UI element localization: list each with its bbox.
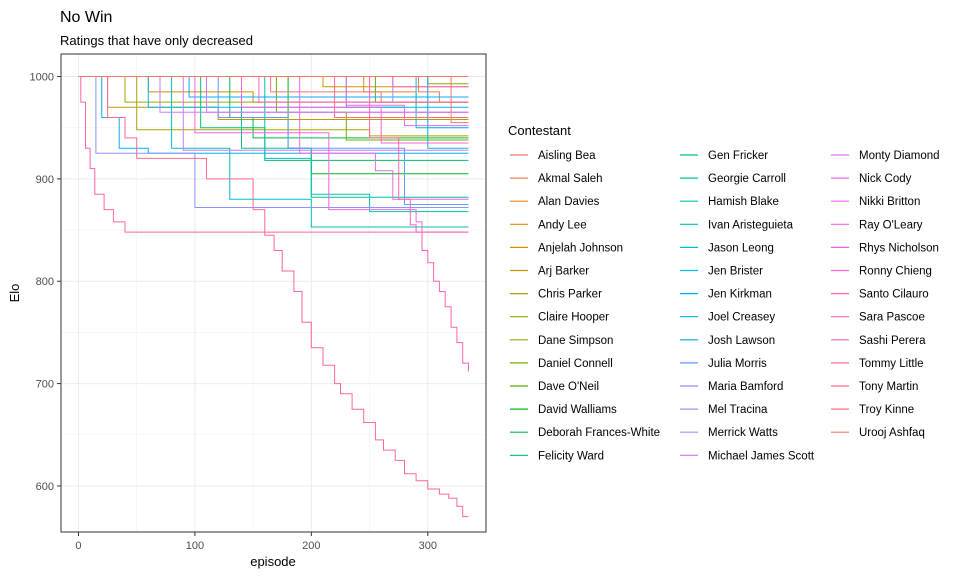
- y-axis: 600 700 800 900 1000: [30, 72, 61, 493]
- chart-subtitle: Ratings that have only decreased: [60, 33, 253, 48]
- series-line: [78, 76, 469, 228]
- x-axis: 0 100 200 300: [75, 532, 437, 552]
- legend-label: Gen Fricker: [708, 150, 768, 162]
- legend-label: Mel Tracina: [708, 404, 768, 416]
- legend-label: Chris Parker: [538, 289, 602, 301]
- legend-label: David Walliams: [538, 404, 617, 416]
- x-tick-label: 100: [186, 540, 204, 552]
- plot-border: [60, 53, 487, 533]
- legend-label: Georgie Carroll: [708, 173, 786, 185]
- series-line: [78, 76, 469, 213]
- y-tick-label: 800: [36, 276, 54, 288]
- legend-label: Nikki Britton: [859, 196, 920, 208]
- legend-label: Julia Morris: [708, 358, 767, 370]
- series-line: [78, 76, 469, 372]
- legend-label: Jason Leong: [708, 242, 774, 254]
- legend-label: Michael James Scott: [708, 450, 815, 462]
- legend-label: Nick Cody: [859, 173, 912, 185]
- legend-label: Troy Kinne: [859, 404, 914, 416]
- legend-label: Maria Bamford: [708, 381, 783, 393]
- series-lines: [78, 76, 469, 518]
- legend-title: Contestant: [508, 123, 571, 138]
- series-line: [78, 76, 469, 233]
- y-tick-label: 600: [36, 481, 54, 493]
- series-line: [78, 76, 469, 233]
- legend-label: Sara Pascoe: [859, 312, 925, 324]
- legend-label: Ronny Chieng: [859, 266, 932, 278]
- plot-panel: [61, 54, 486, 532]
- x-tick-label: 300: [419, 540, 437, 552]
- legend-label: Akmal Saleh: [538, 173, 603, 185]
- series-line: [78, 76, 469, 518]
- legend-label: Aisling Bea: [538, 150, 596, 162]
- series-line: [78, 76, 469, 124]
- legend-label: Josh Lawson: [708, 335, 775, 347]
- legend-label: Felicity Ward: [538, 450, 604, 462]
- legend-label: Urooj Ashfaq: [859, 427, 925, 439]
- y-tick-label: 1000: [30, 72, 54, 84]
- legend-label: Daniel Connell: [538, 358, 613, 370]
- legend-label: Ivan Aristeguieta: [708, 219, 794, 231]
- y-tick-label: 700: [36, 379, 54, 391]
- series-line: [78, 76, 469, 200]
- legend-label: Anjelah Johnson: [538, 242, 623, 254]
- y-tick-label: 900: [36, 174, 54, 186]
- legend-label: Claire Hooper: [538, 312, 609, 324]
- chart-title: No Win: [60, 9, 112, 26]
- x-axis-title: episode: [250, 554, 296, 569]
- legend-label: Tommy Little: [859, 358, 924, 370]
- legend-label: Andy Lee: [538, 219, 587, 231]
- legend-label: Tony Martin: [859, 381, 918, 393]
- legend-label: Ray O'Leary: [859, 219, 923, 231]
- legend-label: Rhys Nicholson: [859, 242, 939, 254]
- legend-label: Santo Cilauro: [859, 289, 929, 301]
- legend-label: Jen Brister: [708, 266, 763, 278]
- y-axis-title: Elo: [7, 284, 22, 303]
- legend-label: Sashi Perera: [859, 335, 926, 347]
- legend-label: Deborah Frances-White: [538, 427, 660, 439]
- legend-label: Arj Barker: [538, 266, 589, 278]
- x-tick-label: 0: [75, 540, 81, 552]
- legend-label: Jen Kirkman: [708, 289, 772, 301]
- legend: Aisling Bea Akmal Saleh Alan Davies Andy Le…: [510, 150, 940, 462]
- legend-label: Alan Davies: [538, 196, 600, 208]
- legend-label: Merrick Watts: [708, 427, 778, 439]
- x-tick-label: 200: [302, 540, 320, 552]
- legend-label: Dane Simpson: [538, 335, 613, 347]
- series-line: [78, 76, 469, 154]
- legend-label: Dave O'Neil: [538, 381, 599, 393]
- legend-label: Monty Diamond: [859, 150, 940, 162]
- legend-label: Hamish Blake: [708, 196, 779, 208]
- legend-label: Joel Creasey: [708, 312, 775, 324]
